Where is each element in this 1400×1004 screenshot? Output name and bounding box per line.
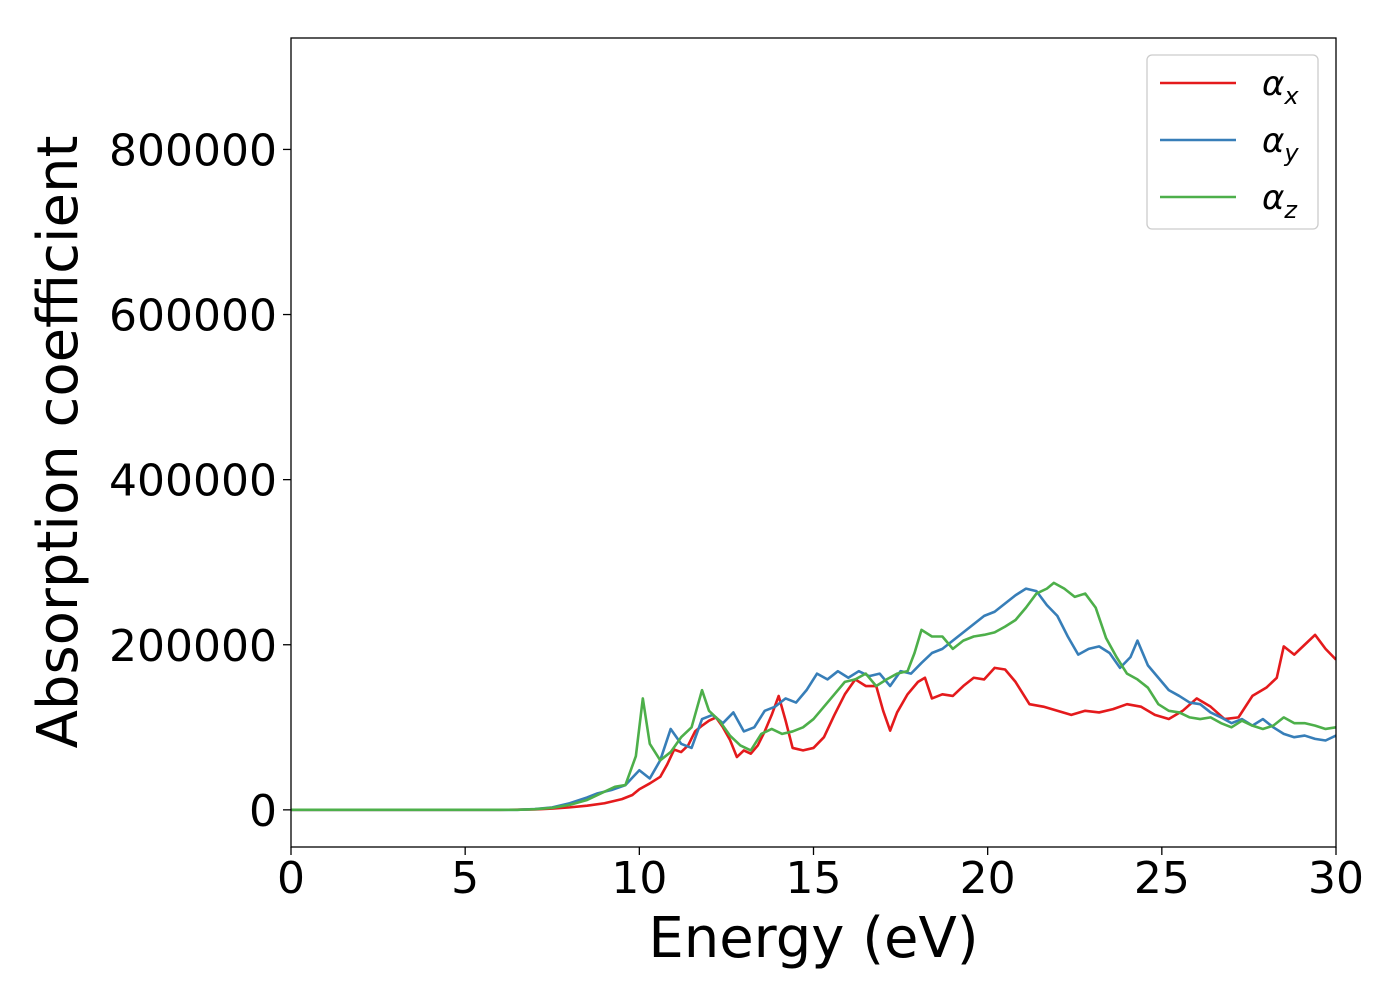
x-axis-label: Energy (eV) xyxy=(648,906,978,971)
x-tick-label: 30 xyxy=(1308,853,1364,904)
y-tick-label: 200000 xyxy=(109,621,277,672)
x-tick-label: 20 xyxy=(960,853,1016,904)
y-tick-label: 400000 xyxy=(109,456,277,507)
legend: αx αy αz xyxy=(1146,54,1319,230)
legend-label-y: αy xyxy=(1262,121,1299,167)
legend-label-x: αx xyxy=(1262,64,1299,110)
legend-items: αx αy αz xyxy=(1160,64,1299,224)
y-tick-label: 600000 xyxy=(109,291,277,342)
x-tick-label: 15 xyxy=(786,853,842,904)
x-tick-label: 5 xyxy=(451,853,479,904)
x-axis-ticks: 0 5 10 15 20 25 30 xyxy=(277,847,1364,904)
y-tick-label: 0 xyxy=(249,786,277,837)
y-axis-label: Absorption coefficient xyxy=(26,136,91,749)
series-line-z xyxy=(291,581,1336,812)
legend-label-z: αz xyxy=(1262,178,1298,224)
x-tick-label: 25 xyxy=(1134,853,1190,904)
legend-frame xyxy=(1146,54,1319,230)
series-line-x xyxy=(291,633,1336,812)
series-line-y xyxy=(291,587,1336,812)
y-axis-ticks: 0 200000 400000 600000 800000 xyxy=(109,125,291,837)
y-tick-label: 800000 xyxy=(109,125,277,176)
x-tick-label: 10 xyxy=(611,853,667,904)
series-layer xyxy=(291,581,1336,812)
x-tick-label: 0 xyxy=(277,853,305,904)
